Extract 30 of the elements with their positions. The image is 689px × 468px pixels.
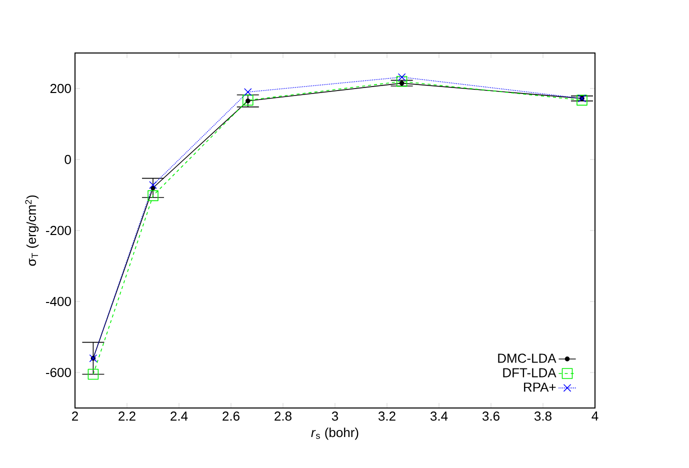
point [242,94,254,106]
point [246,98,250,104]
x-tick-label: 2.6 [222,412,240,421]
y-tick-label: -400 [46,296,71,306]
x-tick-label: 3.6 [482,412,500,421]
legend-label: DMC-LDA [498,354,556,363]
point [398,73,406,82]
point [148,190,158,202]
x-tick-label: 2.8 [274,412,292,421]
x-axis-title: r$_{s}$ (bohr) [311,428,358,440]
point [244,88,252,96]
legend-label: DFT-LDA [503,368,556,378]
x-tick-label: 3.2 [378,412,396,421]
y-tick-label: 200 [50,84,71,94]
y-tick-label: 0 [64,154,71,164]
point [576,94,588,106]
x-tick-label: 3.8 [534,412,552,421]
point [149,181,157,189]
x-tick-label: 4 [592,412,598,420]
x-tick-label: 2.4 [170,412,188,421]
point [88,368,99,380]
legend-label: RPA+ [524,382,556,392]
y-tick-label: -600 [46,368,71,378]
x-tick-label: 2 [72,412,78,421]
point [396,76,408,87]
y-tick-label: -200 [46,226,71,236]
x-tick-label: 3.4 [430,412,448,421]
x-tick-label: 3 [332,412,338,421]
y-axis-title: σ$_{T}$ (erg/cm$^{2}$) [25,195,39,266]
x-tick-label: 2.2 [118,412,136,421]
